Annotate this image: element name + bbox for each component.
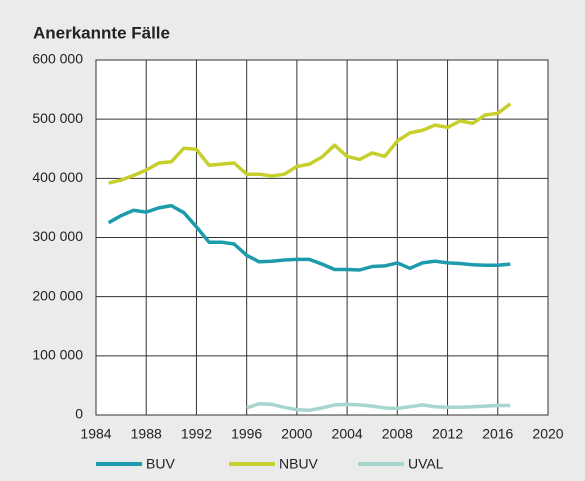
plot-border <box>95 59 549 416</box>
y-tick-label: 600 000 <box>32 51 83 67</box>
x-tick-label: 2004 <box>332 426 363 442</box>
y-tick-label: 200 000 <box>32 287 83 303</box>
x-tick-label: 2020 <box>532 426 563 442</box>
y-tick-label: 300 000 <box>32 228 83 244</box>
legend-label: NBUV <box>279 456 319 472</box>
x-tick-label: 2016 <box>482 426 513 442</box>
series-line <box>107 203 511 272</box>
legend-label: UVAL <box>408 456 444 472</box>
x-tick-label: 1996 <box>231 426 262 442</box>
y-tick-label: 100 000 <box>32 347 83 363</box>
x-tick-label: 1988 <box>131 426 162 442</box>
x-tick-label: 1992 <box>181 426 212 442</box>
y-tick-label: 500 000 <box>32 110 83 126</box>
series-line <box>108 102 512 185</box>
chart-title: Anerkannte Fälle <box>33 23 170 42</box>
legend-label: BUV <box>146 456 175 472</box>
y-tick-label: 400 000 <box>32 169 83 185</box>
x-tick-label: 2012 <box>432 426 463 442</box>
y-tick-label: 0 <box>75 406 83 422</box>
series-line <box>246 402 511 413</box>
x-tick-label: 2000 <box>281 426 312 442</box>
x-tick-label: 1984 <box>80 426 111 442</box>
x-tick-label: 2008 <box>382 426 413 442</box>
